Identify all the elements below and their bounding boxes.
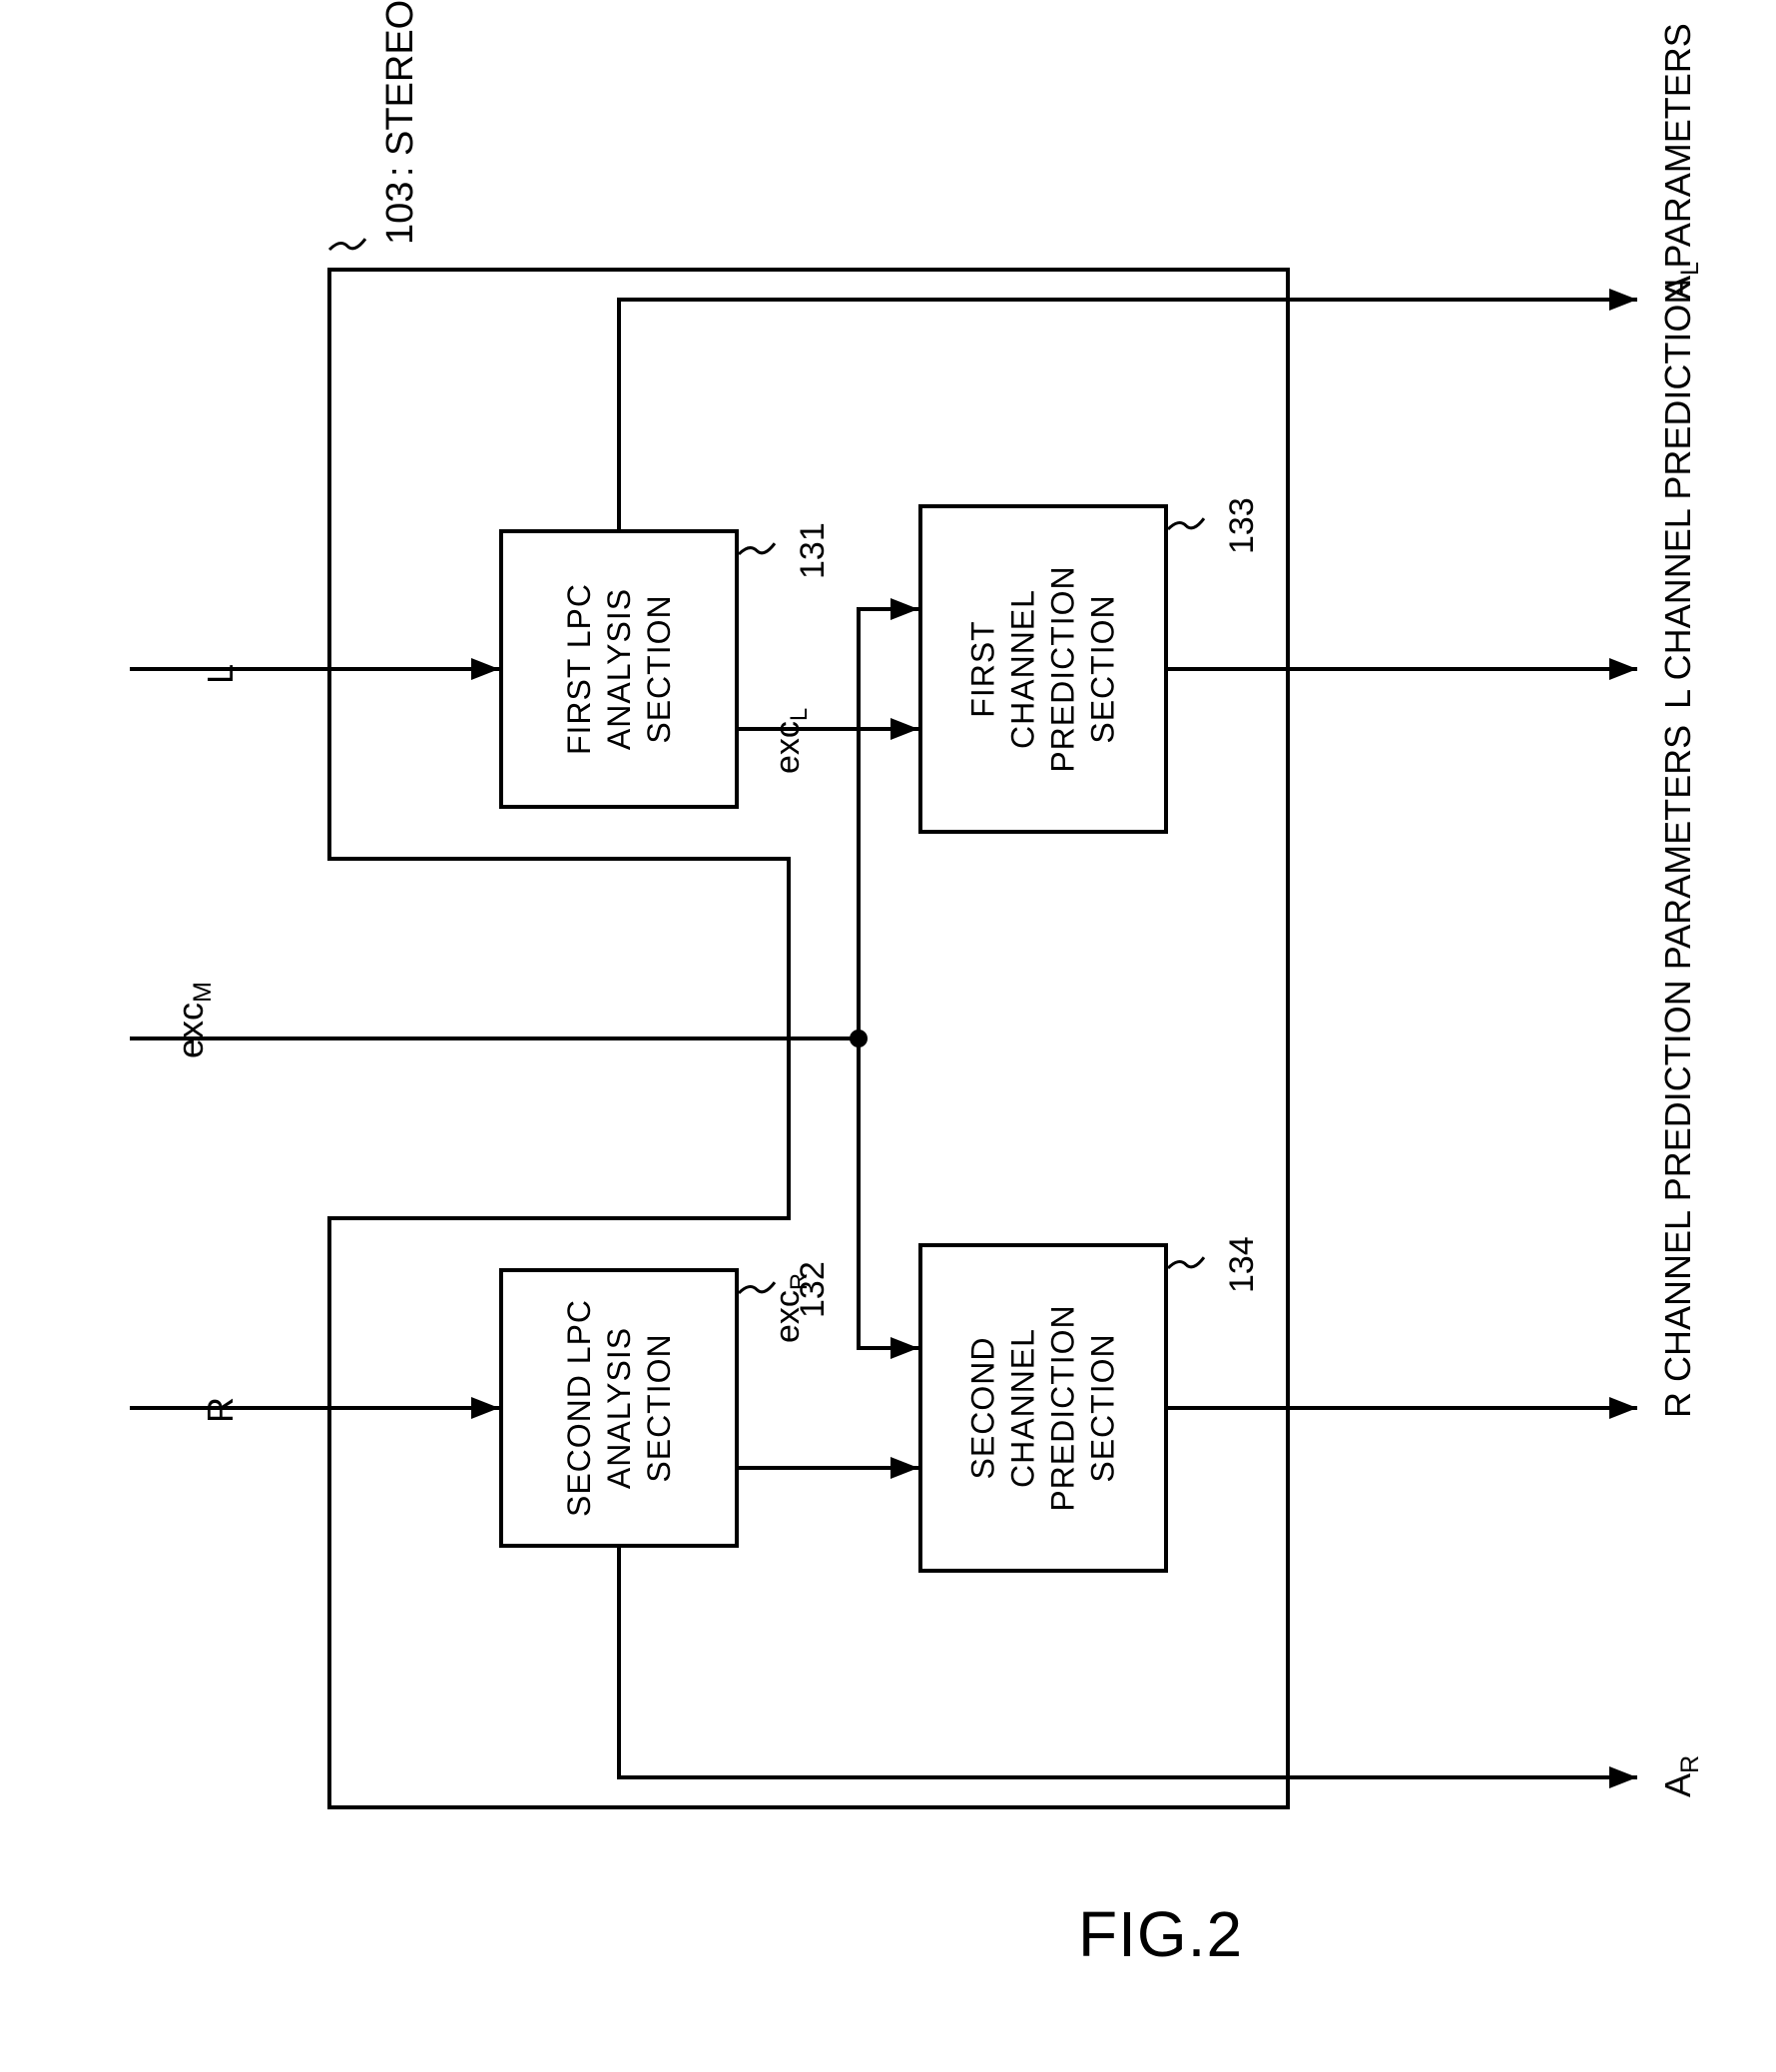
signal-R: R (200, 1397, 242, 1423)
signal-R-params: R CHANNEL PREDICTION PARAMETERS (1657, 725, 1699, 1418)
signal-L: L (200, 664, 242, 684)
block-second-lpc-analysis: SECOND LPC ANALYSIS SECTION (499, 1268, 739, 1548)
diagram-lines (0, 0, 1776, 2072)
block-ref-134: 134 (1223, 1236, 1262, 1293)
signal-AR: AR (1657, 1755, 1705, 1797)
section-ref: 103 (379, 182, 421, 245)
section-label: 103 : STEREO SPEECH CODING SECTION (379, 0, 422, 245)
block-second-channel-prediction: SECOND CHANNEL PREDICTION SECTION (918, 1243, 1168, 1573)
block-first-lpc-analysis: FIRST LPC ANALYSIS SECTION (499, 529, 739, 809)
block-ref-131: 131 (794, 522, 833, 579)
signal-excM: excM (170, 982, 218, 1058)
block-ref-133: 133 (1223, 497, 1262, 554)
block-text: SECOND CHANNEL PREDICTION SECTION (963, 1304, 1123, 1511)
signal-L-params: L CHANNEL PREDICTION PARAMETERS (1657, 23, 1699, 709)
signal-excL: excL (769, 708, 814, 774)
figure-label: FIG.2 (1078, 1897, 1243, 1971)
block-text: FIRST LPC ANALYSIS SECTION (559, 583, 679, 755)
block-text: SECOND LPC ANALYSIS SECTION (559, 1299, 679, 1517)
block-first-channel-prediction: FIRST CHANNEL PREDICTION SECTION (918, 504, 1168, 834)
diagram-canvas: 103 : STEREO SPEECH CODING SECTION FIG.2… (0, 0, 1776, 2072)
signal-excR: excR (769, 1273, 814, 1343)
block-text: FIRST CHANNEL PREDICTION SECTION (963, 565, 1123, 772)
section-title: STEREO SPEECH CODING SECTION (379, 0, 421, 156)
